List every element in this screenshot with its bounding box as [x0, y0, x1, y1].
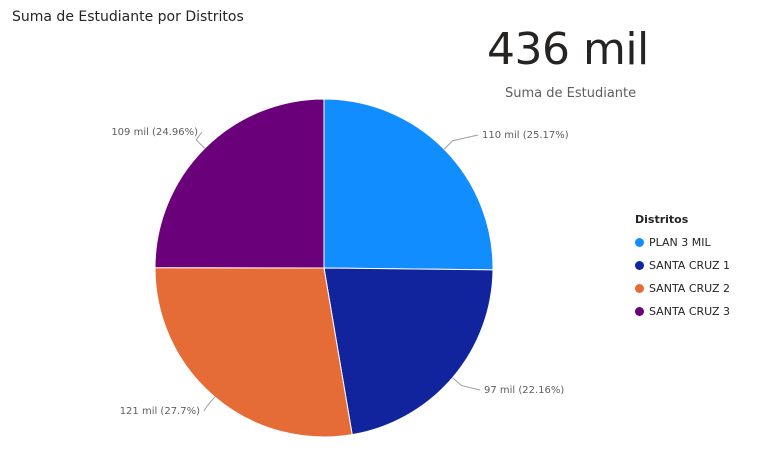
- legend-dot-icon: [635, 284, 644, 293]
- legend-item-santa-cruz-1[interactable]: SANTA CRUZ 1: [635, 254, 730, 277]
- data-label: 109 mil (24.96%): [111, 127, 198, 138]
- legend-item-plan-3-mil[interactable]: PLAN 3 MIL: [635, 231, 730, 254]
- legend-item-santa-cruz-3[interactable]: SANTA CRUZ 3: [635, 300, 730, 323]
- legend-item-santa-cruz-2[interactable]: SANTA CRUZ 2: [635, 277, 730, 300]
- pie-slice-santa-cruz-1[interactable]: [323, 267, 494, 436]
- data-label: 110 mil (25.17%): [482, 130, 569, 141]
- legend-label: SANTA CRUZ 3: [649, 305, 731, 318]
- chart-title: Suma de Estudiante por Distritos: [12, 9, 244, 25]
- legend-label: SANTA CRUZ 2: [649, 282, 731, 295]
- legend-dot-icon: [635, 238, 644, 247]
- legend-dot-icon: [635, 307, 644, 316]
- legend: Distritos PLAN 3 MIL SANTA CRUZ 1 SANTA CR…: [635, 213, 730, 323]
- leader-line: [195, 131, 205, 149]
- pie-slice-plan-3-mil[interactable]: [323, 98, 494, 271]
- leader-line: [443, 134, 479, 150]
- leader-line: [203, 396, 216, 412]
- data-label: 121 mil (27.7%): [120, 406, 200, 417]
- leader-line: [452, 377, 481, 391]
- legend-label: PLAN 3 MIL: [649, 236, 711, 249]
- kpi-label: Suma de Estudiante: [505, 86, 637, 101]
- legend-label: SANTA CRUZ 1: [649, 259, 731, 272]
- pie-slice-santa-cruz-3[interactable]: [154, 98, 325, 269]
- legend-title: Distritos: [635, 213, 689, 226]
- legend-dot-icon: [635, 261, 644, 270]
- kpi-value: 436 mil: [487, 24, 649, 75]
- data-label: 97 mil (22.16%): [484, 385, 564, 396]
